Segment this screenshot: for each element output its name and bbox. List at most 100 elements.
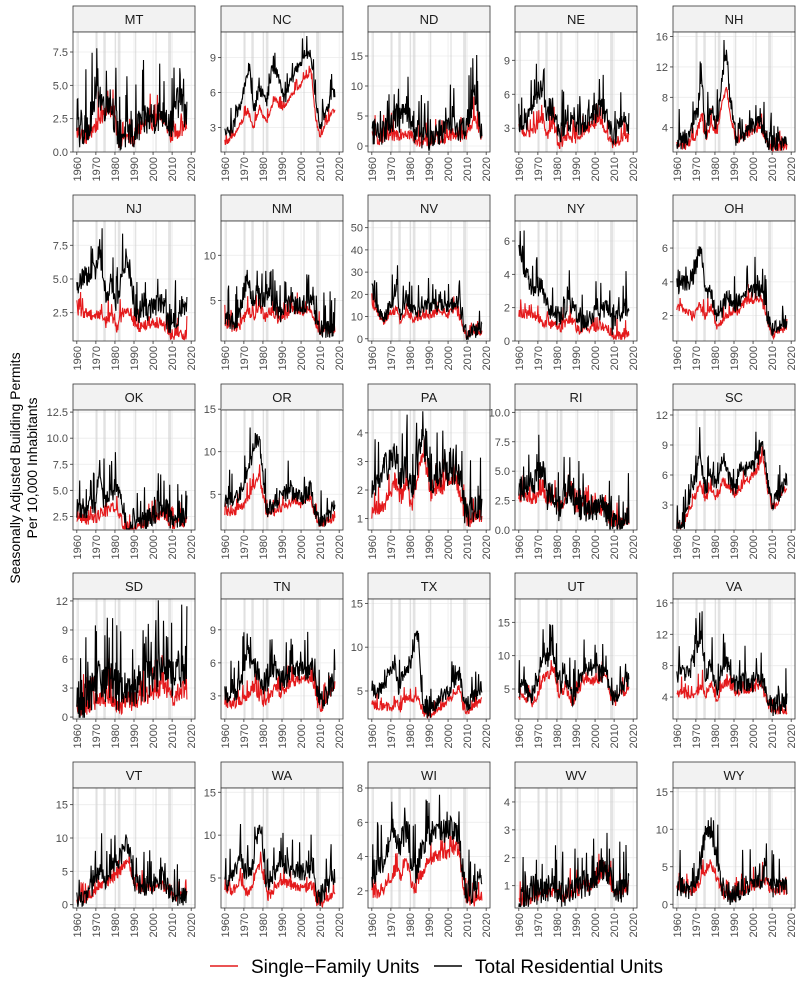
recession-band <box>714 32 717 152</box>
x-tick-label: 1980 <box>405 346 417 370</box>
x-tick-label: 1960 <box>672 346 684 370</box>
panel-state-label: MT <box>125 12 144 27</box>
x-tick-label: 2010 <box>315 724 327 748</box>
recession-band <box>768 32 772 152</box>
y-tick-label: 9 <box>210 625 216 637</box>
x-tick-label: 2020 <box>786 724 798 748</box>
recession-band <box>409 599 412 719</box>
y-tick-label: 6 <box>62 654 68 666</box>
series-line-total-residential <box>224 427 336 528</box>
series-line-single-family <box>518 299 630 341</box>
x-tick-label: 1970 <box>386 346 398 370</box>
series-line-total-residential <box>518 230 630 336</box>
y-tick-label: 12 <box>656 410 668 422</box>
y-tick-label: 6 <box>357 817 363 829</box>
recession-band <box>155 221 157 341</box>
series-line-total-residential <box>676 817 788 905</box>
y-tick-label: 3 <box>357 456 363 468</box>
x-tick-label: 2020 <box>334 913 346 937</box>
recession-band <box>265 221 269 341</box>
panel-nv: NV 0 10 20 30 40 50 1960 1970 1980 1990 2000 2010 202… <box>351 194 493 370</box>
x-tick-label: 2010 <box>767 913 779 937</box>
recession-band <box>768 788 772 908</box>
x-tick-label: 1980 <box>552 724 564 748</box>
y-tick-label: 4 <box>357 428 363 440</box>
recession-band <box>282 221 285 341</box>
x-tick-label: 1980 <box>552 535 564 559</box>
y-tick-label: 5.0 <box>53 274 68 286</box>
recession-band <box>303 221 305 341</box>
y-tick-label: 0.0 <box>495 525 510 537</box>
series-line-single-family <box>371 829 483 907</box>
recession-band <box>755 32 757 152</box>
panel-strip <box>672 5 796 33</box>
x-tick-label: 2020 <box>786 157 798 181</box>
x-tick-label: 1970 <box>533 535 545 559</box>
y-tick-label: 10 <box>351 642 363 654</box>
x-tick-label: 1990 <box>571 157 583 181</box>
y-tick-label: 15 <box>204 787 216 799</box>
recession-band <box>316 32 320 152</box>
y-tick-label: 2 <box>504 853 510 865</box>
x-tick-label: 1960 <box>367 913 379 937</box>
panel-nh: NH 4 8 12 16 1960 1970 1980 1990 2000 2010 2020 <box>656 5 798 181</box>
recession-band <box>95 221 98 341</box>
x-tick-label: 2000 <box>296 157 308 181</box>
y-tick-label: 10 <box>656 824 668 836</box>
panel-strip <box>514 761 638 789</box>
x-tick-label: 1980 <box>258 535 270 559</box>
recession-band <box>103 788 106 908</box>
recession-band <box>463 788 467 908</box>
recession-band <box>450 788 452 908</box>
x-tick-label: 2000 <box>443 913 455 937</box>
recession-band <box>262 410 265 530</box>
y-tick-label: 3 <box>504 123 510 135</box>
panel-strip <box>72 5 196 33</box>
x-tick-label: 1990 <box>277 346 289 370</box>
y-tick-label: 10.0 <box>47 433 68 445</box>
x-tick-label: 1970 <box>386 724 398 748</box>
x-tick-label: 1970 <box>533 346 545 370</box>
x-tick-label: 1980 <box>405 535 417 559</box>
panel-state-label: NC <box>273 12 292 27</box>
y-tick-label: 5 <box>504 684 510 696</box>
recession-band <box>372 410 374 530</box>
x-tick-label: 2010 <box>609 346 621 370</box>
recession-band <box>576 599 579 719</box>
y-tick-label: 3 <box>662 500 668 512</box>
panel-nm: NM 5 10 1960 1970 1980 1990 2000 2010 2020 <box>204 194 346 370</box>
x-tick-label: 1990 <box>571 535 583 559</box>
x-tick-label: 2000 <box>296 346 308 370</box>
recession-band <box>251 599 254 719</box>
x-tick-label: 1970 <box>386 913 398 937</box>
series-line-total-residential <box>518 832 630 907</box>
x-tick-label: 1970 <box>239 535 251 559</box>
y-tick-label: 5 <box>662 862 668 874</box>
y-tick-label: 9 <box>62 625 68 637</box>
recession-band <box>695 599 698 719</box>
panel-nc: NC 3 6 9 1960 1970 1980 1990 2000 2010 2020 <box>210 5 346 181</box>
recession-band <box>576 410 579 530</box>
recession-band <box>155 788 157 908</box>
recession-band <box>734 410 737 530</box>
x-tick-label: 1980 <box>110 346 122 370</box>
x-tick-label: 1980 <box>552 346 564 370</box>
recession-band <box>556 788 559 908</box>
x-tick-label: 2000 <box>748 346 760 370</box>
panel-ut: UT 5 10 15 1960 1970 1980 1990 2000 2010 2020 <box>498 572 640 748</box>
x-tick-label: 1990 <box>129 535 141 559</box>
recession-band <box>545 221 548 341</box>
x-tick-label: 2010 <box>315 535 327 559</box>
x-tick-label: 1970 <box>239 724 251 748</box>
y-tick-label: 6 <box>504 236 510 248</box>
panel-state-label: ND <box>420 12 439 27</box>
x-tick-label: 1990 <box>277 157 289 181</box>
recession-band <box>262 599 265 719</box>
x-tick-label: 1990 <box>729 535 741 559</box>
recession-band <box>265 32 269 152</box>
panel-state-label: PA <box>421 390 438 405</box>
panel-wi: WI 2 4 6 8 1960 1970 1980 1990 2000 2010 2020 <box>357 761 493 937</box>
x-tick-label: 2000 <box>748 157 760 181</box>
panel-strip <box>514 383 638 411</box>
